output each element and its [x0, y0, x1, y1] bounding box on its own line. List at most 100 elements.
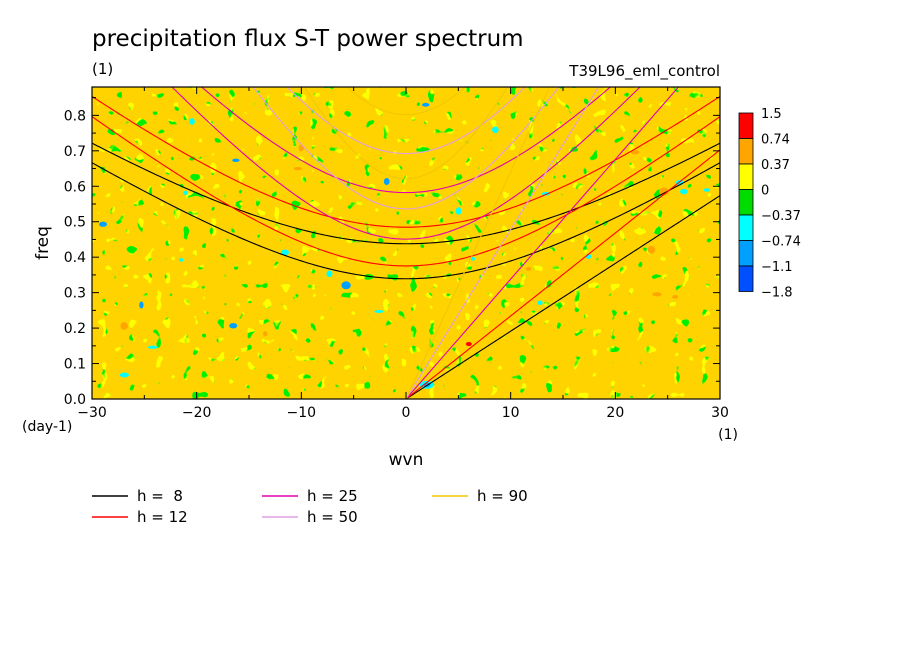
- field-blob: [326, 270, 333, 278]
- gravity-n2-curve-h8: [92, 142, 720, 245]
- legend-label: h = 12: [137, 508, 188, 526]
- field-blob: [189, 118, 195, 125]
- field-blobs: [99, 102, 711, 389]
- gravity-n2-curve-h25: [200, 87, 612, 194]
- legend-item: h = 90: [432, 487, 528, 505]
- colorbar-swatch: [738, 265, 754, 292]
- dispersion-curve-h50: [252, 87, 600, 399]
- legend-item: h = 25: [262, 487, 358, 505]
- field-blob: [422, 102, 430, 107]
- field-blob: [374, 309, 384, 313]
- gravity-n2-curve-h50: [286, 87, 526, 155]
- colorbar-swatch: [738, 112, 754, 139]
- colorbar-label: −1.8: [761, 286, 793, 301]
- chart-subtitle-left: (1): [92, 60, 113, 78]
- field-blob: [658, 187, 669, 196]
- field-blob: [147, 345, 158, 349]
- field-blob: [630, 150, 640, 155]
- field-blob: [119, 372, 130, 378]
- field-blob: [139, 301, 144, 309]
- field-blob: [470, 256, 476, 261]
- field-blob: [232, 158, 240, 162]
- colorbar-label: −1.1: [761, 260, 793, 275]
- kelvin-curve-h90: [405, 87, 551, 399]
- field-blob: [183, 190, 188, 195]
- gravity-n1-curve-h8: [92, 162, 720, 280]
- y-tick-label: 0.1: [64, 357, 86, 373]
- chart-subtitle-right: T39L96_eml_control: [568, 62, 720, 81]
- legend-item: h = 50: [262, 508, 358, 526]
- plot-area: [92, 87, 720, 399]
- kelvin-curve-h12: [405, 149, 720, 399]
- colorbar-label: 0: [761, 184, 769, 199]
- field-blob: [293, 166, 303, 171]
- field-blob: [465, 342, 472, 347]
- legend-label: h = 50: [307, 508, 358, 526]
- colorbar-label: 0.74: [761, 133, 790, 148]
- y-tick-label: 0.5: [64, 215, 86, 231]
- y-axis-unit: (day-1): [22, 419, 72, 435]
- x-tick-label: 30: [711, 405, 729, 421]
- chart-title: precipitation flux S-T power spectrum: [92, 26, 524, 52]
- field-blob: [263, 331, 268, 337]
- field-blob: [672, 295, 679, 299]
- legend-item: h = 8: [92, 487, 183, 505]
- x-axis-label: wvn: [389, 450, 424, 470]
- field-blob: [280, 249, 290, 256]
- y-tick-label: 0.3: [64, 286, 86, 302]
- kelvin-curve-h25: [405, 87, 680, 399]
- field-blob: [541, 191, 551, 196]
- x-tick-label: −20: [182, 405, 212, 421]
- y-axis: 0.0 0.1 0.2 0.3 0.4 0.5 0.6 0.7 0.8: [64, 97, 720, 408]
- colorbar-swatch: [738, 214, 754, 241]
- y-tick-label: 0.8: [64, 108, 86, 124]
- legend-label: h = 8: [137, 487, 183, 505]
- x-tick-label: 10: [502, 405, 520, 421]
- y-axis-label: freq: [33, 226, 53, 260]
- field-blob: [178, 257, 184, 262]
- colorbar-label: −0.37: [761, 209, 801, 224]
- y-tick-label: 0.0: [64, 392, 86, 408]
- field-blob: [652, 292, 662, 297]
- colorbar: 1.5 0.74 0.37 0 −0.37 −0.74 −1.1 −1.8: [738, 107, 801, 301]
- field-orange-patches: [92, 87, 720, 399]
- field-blob: [120, 322, 128, 330]
- dispersion-curve-h8: [92, 142, 720, 399]
- legend-item: h = 12: [92, 508, 188, 526]
- colorbar-swatch: [738, 189, 754, 216]
- colorbar-swatch: [738, 163, 754, 190]
- field-blob: [525, 267, 532, 271]
- colorbar-label: 0.37: [761, 158, 790, 173]
- gravity-n1-curve-h50: [252, 87, 560, 210]
- y-tick-label: 0.7: [64, 144, 86, 160]
- y-tick-label: 0.4: [64, 250, 86, 266]
- field-blob: [537, 300, 543, 306]
- legend-label: h = 90: [477, 487, 528, 505]
- x-axis-unit: (1): [718, 427, 738, 443]
- colorbar-swatch: [738, 240, 754, 267]
- colorbar-label: 1.5: [761, 107, 782, 122]
- colorbar-label: −0.74: [761, 235, 801, 250]
- x-tick-label: −10: [287, 405, 317, 421]
- colorbar-swatch: [738, 138, 754, 165]
- x-tick-label: −30: [77, 405, 107, 421]
- gravity-n2-curve-h90: [346, 87, 466, 116]
- y-tick-label: 0.6: [64, 179, 86, 195]
- field-blob: [99, 221, 107, 227]
- x-axis: −30 −20 −10 0 10 20 30: [77, 87, 729, 421]
- x-tick-label: 0: [402, 405, 411, 421]
- field-blob: [298, 144, 305, 152]
- field-blob: [492, 126, 499, 134]
- gravity-n1-curve-h90: [303, 87, 509, 180]
- dispersion-curve-h90: [303, 87, 551, 399]
- field-blob: [229, 322, 238, 329]
- gravity-n1-curve-h12: [92, 116, 720, 267]
- field-blob: [703, 188, 711, 192]
- x-tick-label: 20: [606, 405, 624, 421]
- kelvin-curve-h50: [405, 87, 600, 399]
- dispersion-curves: [92, 87, 720, 399]
- field-blob: [341, 281, 351, 290]
- y-tick-label: 0.2: [64, 321, 86, 337]
- dispersion-curve-h25: [171, 87, 680, 399]
